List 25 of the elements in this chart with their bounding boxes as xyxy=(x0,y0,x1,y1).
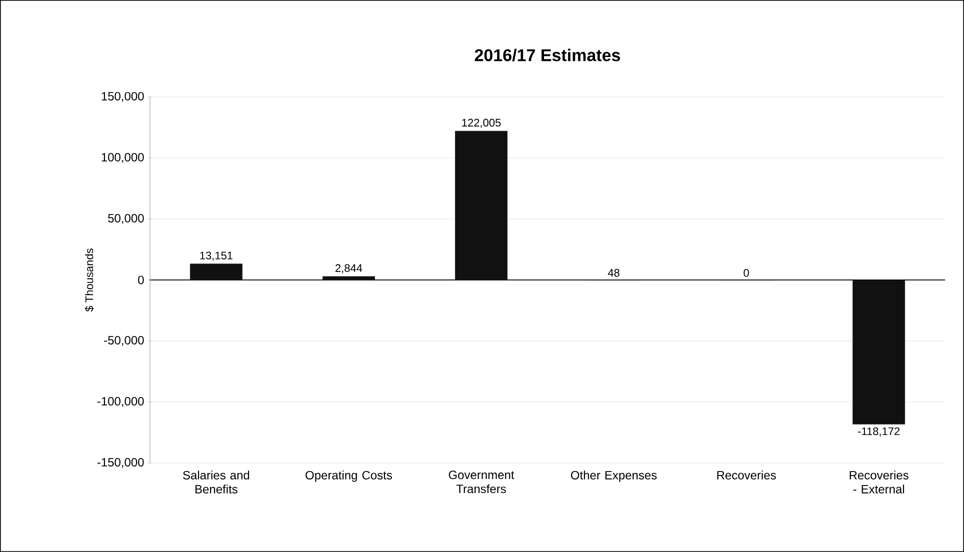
y-tick-label: -50,000 xyxy=(104,336,144,346)
x-tick-label: Other Expenses xyxy=(570,470,657,482)
y-tick-label: 100,000 xyxy=(102,153,144,163)
y-tick-label: -100,000 xyxy=(97,397,144,407)
y-tick-label: -150,000 xyxy=(97,458,144,468)
y-tick-label: 50,000 xyxy=(108,214,144,224)
bar xyxy=(322,276,375,280)
x-tick-label: Government Transfers xyxy=(448,470,514,494)
x-tick-label: Recoveries - External xyxy=(850,470,908,494)
data-label: 2,844 xyxy=(336,264,362,274)
chart-title: 2016/17 Estimates xyxy=(474,48,620,62)
y-tick-label: 0 xyxy=(138,276,144,284)
bar xyxy=(190,264,242,280)
data-label: 48 xyxy=(608,268,620,277)
y-axis-title: $ Thousands xyxy=(84,248,94,312)
bar xyxy=(455,130,508,280)
y-tick-label: 150,000 xyxy=(102,92,144,102)
x-tick-label: Operating Costs xyxy=(306,470,392,482)
data-label: -118,172 xyxy=(858,427,900,436)
data-label: 0 xyxy=(744,269,749,277)
data-label: 122,005 xyxy=(462,118,501,128)
x-tick-label: Salaries and Benefits xyxy=(183,470,250,494)
x-tick-label: Recoveries xyxy=(717,470,776,480)
data-label: 13,151 xyxy=(200,252,232,261)
bar xyxy=(852,280,906,424)
